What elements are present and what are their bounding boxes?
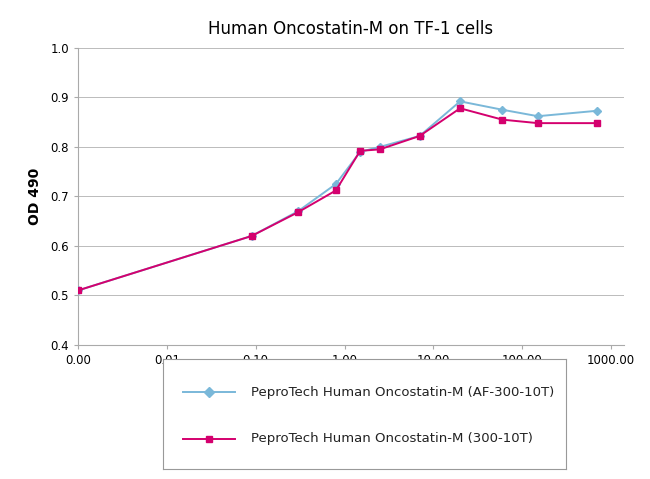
PeproTech Human Oncostatin-M (AF-300-10T) bbox=[332, 181, 340, 187]
PeproTech Human Oncostatin-M (300-10T) bbox=[456, 105, 464, 111]
PeproTech Human Oncostatin-M (AF-300-10T) bbox=[416, 133, 424, 139]
PeproTech Human Oncostatin-M (AF-300-10T) bbox=[74, 287, 82, 293]
Line: PeproTech Human Oncostatin-M (300-10T): PeproTech Human Oncostatin-M (300-10T) bbox=[75, 105, 601, 294]
PeproTech Human Oncostatin-M (AF-300-10T) bbox=[356, 149, 364, 155]
PeproTech Human Oncostatin-M (300-10T) bbox=[416, 133, 424, 139]
PeproTech Human Oncostatin-M (AF-300-10T) bbox=[534, 114, 541, 119]
PeproTech Human Oncostatin-M (300-10T) bbox=[294, 209, 302, 215]
Text: PeproTech Human Oncostatin-M (AF-300-10T): PeproTech Human Oncostatin-M (AF-300-10T… bbox=[251, 386, 554, 399]
Line: PeproTech Human Oncostatin-M (AF-300-10T): PeproTech Human Oncostatin-M (AF-300-10T… bbox=[75, 98, 601, 294]
PeproTech Human Oncostatin-M (300-10T) bbox=[534, 120, 541, 126]
PeproTech Human Oncostatin-M (300-10T) bbox=[74, 287, 82, 293]
PeproTech Human Oncostatin-M (AF-300-10T) bbox=[593, 108, 601, 114]
PeproTech Human Oncostatin-M (300-10T) bbox=[499, 117, 506, 123]
Text: PeproTech Human Oncostatin-M (300-10T): PeproTech Human Oncostatin-M (300-10T) bbox=[251, 432, 533, 445]
PeproTech Human Oncostatin-M (300-10T) bbox=[593, 120, 601, 126]
PeproTech Human Oncostatin-M (AF-300-10T) bbox=[456, 99, 464, 104]
Y-axis label: OD 490: OD 490 bbox=[28, 168, 42, 225]
PeproTech Human Oncostatin-M (300-10T) bbox=[248, 233, 255, 239]
X-axis label: hOncostatin-M Concentration (ng/ml): hOncostatin-M Concentration (ng/ml) bbox=[222, 378, 480, 392]
PeproTech Human Oncostatin-M (AF-300-10T) bbox=[499, 107, 506, 113]
PeproTech Human Oncostatin-M (AF-300-10T) bbox=[376, 144, 384, 150]
PeproTech Human Oncostatin-M (300-10T) bbox=[356, 148, 364, 154]
PeproTech Human Oncostatin-M (300-10T) bbox=[332, 188, 340, 194]
PeproTech Human Oncostatin-M (300-10T) bbox=[376, 147, 384, 152]
PeproTech Human Oncostatin-M (AF-300-10T) bbox=[248, 233, 255, 239]
Title: Human Oncostatin-M on TF-1 cells: Human Oncostatin-M on TF-1 cells bbox=[209, 20, 493, 38]
PeproTech Human Oncostatin-M (AF-300-10T) bbox=[294, 208, 302, 214]
